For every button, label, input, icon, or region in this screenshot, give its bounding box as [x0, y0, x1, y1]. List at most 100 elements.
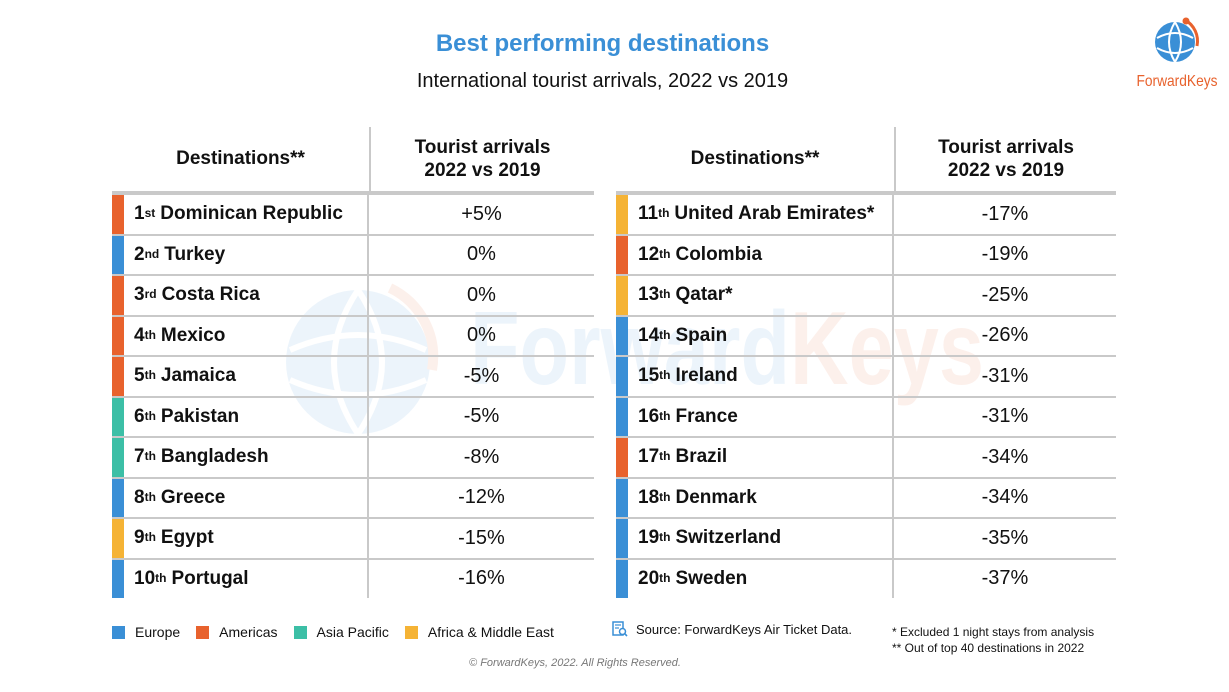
- rank-suffix: th: [155, 570, 167, 585]
- rank-suffix: th: [659, 449, 671, 464]
- arrivals-change-value: 0%: [467, 283, 496, 306]
- destination-label: United Arab Emirates*: [674, 203, 875, 225]
- page-subtitle: International tourist arrivals, 2022 vs …: [416, 70, 789, 92]
- arrivals-header: Tourist arrivals 2022 vs 2019: [371, 127, 594, 191]
- rank-suffix: th: [659, 327, 671, 342]
- arrivals-change-value: -17%: [981, 202, 1029, 225]
- arrivals-change-value: 0%: [467, 324, 496, 347]
- rank-suffix: th: [659, 570, 671, 585]
- rank-number: 15: [638, 365, 660, 387]
- region-color-bar: [616, 357, 628, 396]
- rank-number: 11: [638, 203, 659, 225]
- region-color-bar: [112, 235, 124, 274]
- rank-suffix: th: [659, 368, 671, 383]
- region-color-bar: [112, 316, 124, 355]
- left-table: Destinations** Tourist arrivals 2022 vs 2…: [112, 127, 594, 598]
- rank-suffix: rd: [144, 287, 157, 302]
- footnote-1: * Excluded 1 night stays from analysis: [892, 625, 1095, 639]
- legend-label: Americas: [219, 624, 278, 640]
- destination-label: Turkey: [164, 243, 226, 265]
- rank-suffix: th: [144, 489, 156, 504]
- rank-number: 16: [638, 405, 660, 427]
- destination-label: Costa Rica: [161, 284, 260, 306]
- arrivals-change-value: -35%: [981, 526, 1029, 549]
- legend-label: Asia Pacific: [316, 624, 389, 640]
- legend-item: Americas: [196, 624, 278, 640]
- rank-number: 7: [134, 446, 145, 468]
- region-color-bar: [616, 316, 628, 355]
- destinations-header: Destinations**: [112, 127, 371, 191]
- rank-suffix: th: [659, 489, 671, 504]
- region-color-bar: [616, 397, 628, 436]
- rank-suffix: th: [144, 449, 156, 464]
- destination-label: Egypt: [160, 527, 214, 549]
- source-note: Source: ForwardKeys Air Ticket Data.: [612, 621, 852, 637]
- arrivals-header-line2: 2022 vs 2019: [947, 160, 1065, 181]
- region-color-bar: [112, 195, 124, 234]
- right-table-header: Destinations** Tourist arrivals 2022 vs 2…: [616, 127, 1116, 195]
- legend-item: Africa & Middle East: [404, 624, 554, 640]
- arrivals-header: Tourist arrivals 2022 vs 2019: [896, 127, 1116, 191]
- region-legend: Europe Americas Asia Pacific Africa & Middl…: [112, 624, 570, 640]
- legend-item: Asia Pacific: [293, 624, 389, 640]
- rank-number: 3: [134, 284, 145, 306]
- rank-suffix: th: [659, 287, 671, 302]
- arrivals-change-value: -37%: [981, 567, 1029, 590]
- rank-number: 12: [638, 243, 660, 265]
- legend-swatch: [293, 625, 307, 639]
- arrivals-change-value: -12%: [458, 486, 505, 509]
- arrivals-header-line2: 2022 vs 2019: [424, 160, 541, 181]
- rank-number: 13: [638, 284, 660, 306]
- rank-number: 2: [134, 243, 145, 265]
- destination-label: Mexico: [160, 324, 226, 346]
- rank-suffix: th: [144, 408, 156, 423]
- rank-number: 17: [638, 446, 660, 468]
- rank-number: 14: [638, 324, 660, 346]
- destination-label: France: [675, 405, 738, 427]
- rank-suffix: th: [659, 530, 671, 545]
- region-color-bar: [112, 276, 124, 315]
- arrivals-header-line1: Tourist arrivals: [414, 137, 551, 158]
- destinations-header: Destinations**: [616, 127, 896, 191]
- legend-label: Africa & Middle East: [427, 624, 554, 640]
- arrivals-change-value: -8%: [463, 445, 500, 468]
- arrivals-change-value: -25%: [981, 283, 1029, 306]
- region-color-bar: [112, 357, 124, 396]
- logo-text: ForwardKeys: [1136, 73, 1218, 90]
- arrivals-change-value: -5%: [463, 405, 500, 428]
- region-color-bar: [616, 438, 628, 477]
- arrivals-header-line1: Tourist arrivals: [938, 137, 1074, 158]
- region-color-bar: [112, 559, 124, 598]
- legend-label: Europe: [135, 624, 181, 640]
- region-color-bar: [616, 559, 628, 598]
- arrivals-change-value: -15%: [458, 526, 505, 549]
- destination-label: Colombia: [675, 243, 763, 265]
- destination-label: Ireland: [675, 365, 738, 387]
